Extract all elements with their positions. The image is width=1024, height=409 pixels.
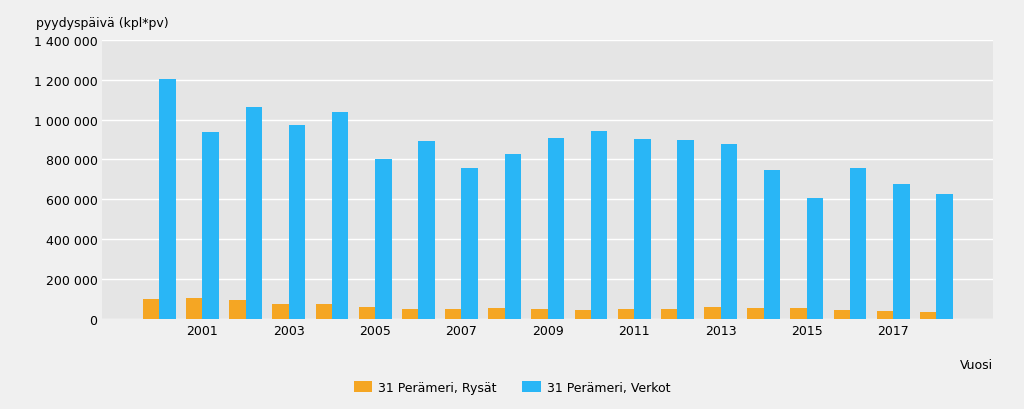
- Bar: [186, 299, 203, 319]
- Bar: [548, 138, 564, 319]
- Bar: [634, 139, 650, 319]
- Text: pyydyspäivä (kpl*pv): pyydyspäivä (kpl*pv): [36, 17, 168, 30]
- Bar: [764, 171, 780, 319]
- Bar: [315, 305, 332, 319]
- Bar: [229, 300, 246, 319]
- Bar: [850, 169, 866, 319]
- Bar: [488, 309, 505, 319]
- Bar: [505, 154, 521, 319]
- Bar: [660, 310, 677, 319]
- Bar: [920, 312, 936, 319]
- Bar: [419, 141, 435, 319]
- Bar: [160, 80, 176, 319]
- Bar: [807, 198, 823, 319]
- Bar: [877, 312, 893, 319]
- Bar: [289, 125, 305, 319]
- Bar: [246, 108, 262, 319]
- Bar: [705, 308, 721, 319]
- Bar: [445, 310, 462, 319]
- Bar: [677, 140, 693, 319]
- Bar: [936, 194, 952, 319]
- Bar: [332, 112, 348, 319]
- Bar: [272, 304, 289, 319]
- Bar: [375, 160, 391, 319]
- Bar: [721, 144, 737, 319]
- Bar: [617, 310, 634, 319]
- Text: Vuosi: Vuosi: [961, 358, 993, 371]
- Bar: [143, 299, 160, 319]
- Bar: [591, 131, 607, 319]
- Bar: [574, 311, 591, 319]
- Bar: [402, 310, 419, 319]
- Bar: [748, 309, 764, 319]
- Bar: [834, 310, 850, 319]
- Bar: [358, 308, 375, 319]
- Legend: 31 Perämeri, Rysät, 31 Perämeri, Verkot: 31 Perämeri, Rysät, 31 Perämeri, Verkot: [348, 376, 676, 399]
- Bar: [462, 169, 478, 319]
- Bar: [531, 310, 548, 319]
- Bar: [893, 184, 909, 319]
- Bar: [203, 132, 219, 319]
- Bar: [791, 309, 807, 319]
